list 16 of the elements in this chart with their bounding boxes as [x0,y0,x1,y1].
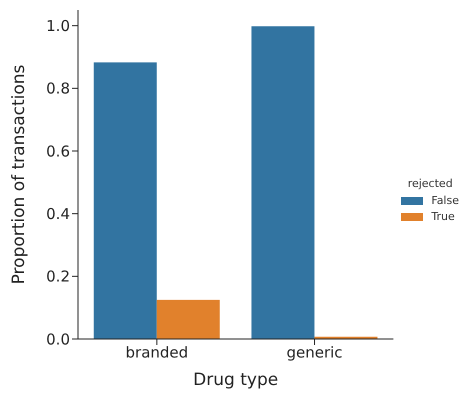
y-axis-title: Proportion of transactions [9,64,30,284]
bar [94,62,157,339]
y-tick-label: 0.2 [46,268,70,286]
y-tick-label: 0.4 [46,204,70,223]
y-tick-label: 1.0 [46,16,70,35]
x-tick-label: generic [286,344,343,362]
x-tick-label: branded [126,344,188,362]
y-tick-label: 0.6 [46,142,70,160]
bar [156,300,220,339]
legend-title: rejected [406,177,454,190]
legend-label: True [431,210,455,223]
bar [251,26,314,339]
y-tick-label: 0.0 [46,330,70,348]
legend-label: False [431,194,459,207]
x-axis-title: Drug type [193,370,278,390]
y-tick-label: 0.8 [46,80,70,98]
